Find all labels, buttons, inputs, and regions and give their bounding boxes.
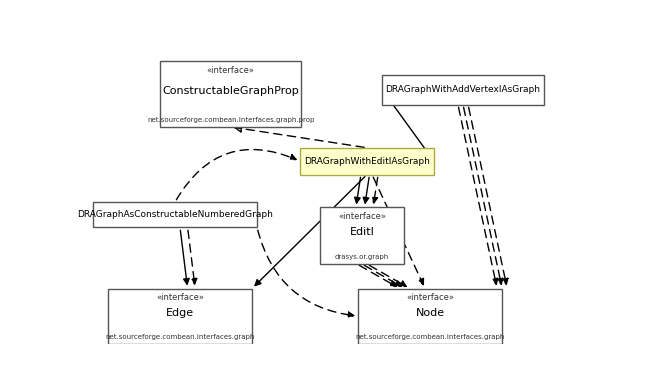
Text: ConstructableGraphProp: ConstructableGraphProp: [162, 86, 299, 96]
Bar: [160, 61, 301, 127]
Text: EditI: EditI: [349, 227, 374, 237]
Bar: [108, 289, 252, 344]
Text: net.sourceforge.combean.interfaces.graph: net.sourceforge.combean.interfaces.graph: [106, 334, 255, 340]
Text: net.sourceforge.combean.interfaces.graph: net.sourceforge.combean.interfaces.graph: [355, 334, 505, 340]
Bar: [358, 289, 502, 344]
Text: DRAGraphWithEditIAsGraph: DRAGraphWithEditIAsGraph: [304, 157, 430, 166]
Bar: [300, 148, 434, 175]
Text: «interface»: «interface»: [406, 293, 454, 302]
Text: DRAGraphAsConstructableNumberedGraph: DRAGraphAsConstructableNumberedGraph: [77, 210, 273, 219]
Text: «interface»: «interface»: [207, 66, 254, 75]
Text: «interface»: «interface»: [338, 212, 386, 221]
Bar: [320, 207, 404, 264]
Bar: [93, 202, 257, 228]
Text: drasys.or.graph: drasys.or.graph: [335, 254, 389, 260]
Text: DRAGraphWithAddVertexIAsGraph: DRAGraphWithAddVertexIAsGraph: [385, 85, 541, 94]
Bar: [382, 75, 544, 104]
Text: Node: Node: [415, 308, 445, 318]
Text: «interface»: «interface»: [156, 293, 204, 302]
Text: Edge: Edge: [166, 308, 194, 318]
Text: net.sourceforge.combean.interfaces.graph.prop: net.sourceforge.combean.interfaces.graph…: [147, 117, 314, 123]
